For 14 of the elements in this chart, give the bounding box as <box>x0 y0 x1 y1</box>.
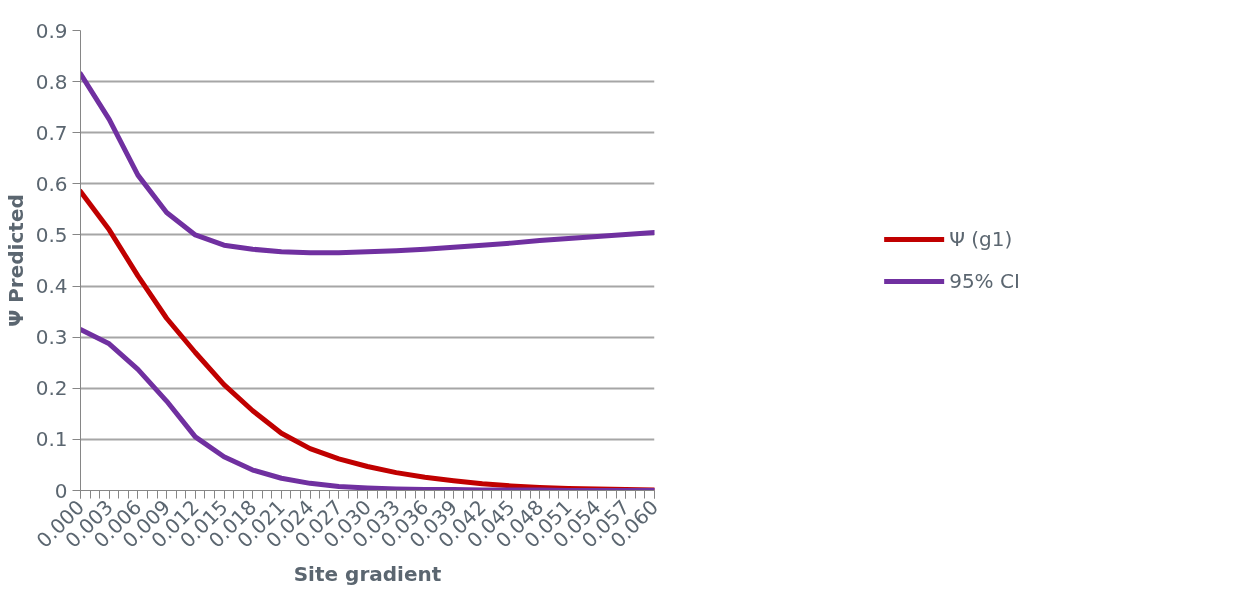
y-tick-label: 0 <box>54 478 68 503</box>
y-tick-label: 0.2 <box>35 376 68 401</box>
y-axis-title: Ψ Predicted <box>3 194 28 327</box>
y-tick-label: 0.8 <box>35 69 68 94</box>
legend-label: 95% CI <box>949 269 1020 293</box>
legend-label: Ψ (g1) <box>949 227 1013 251</box>
y-tick-label: 0.5 <box>35 222 68 247</box>
y-tick-label: 0.7 <box>35 120 68 145</box>
y-tick-label: 0.6 <box>35 171 68 196</box>
y-tick-label: 0.1 <box>35 427 68 452</box>
y-tick-label: 0.3 <box>35 325 68 350</box>
y-tick-label: 0.9 <box>35 18 68 43</box>
x-axis-title: Site gradient <box>293 561 442 586</box>
y-tick-label: 0.4 <box>35 274 68 299</box>
